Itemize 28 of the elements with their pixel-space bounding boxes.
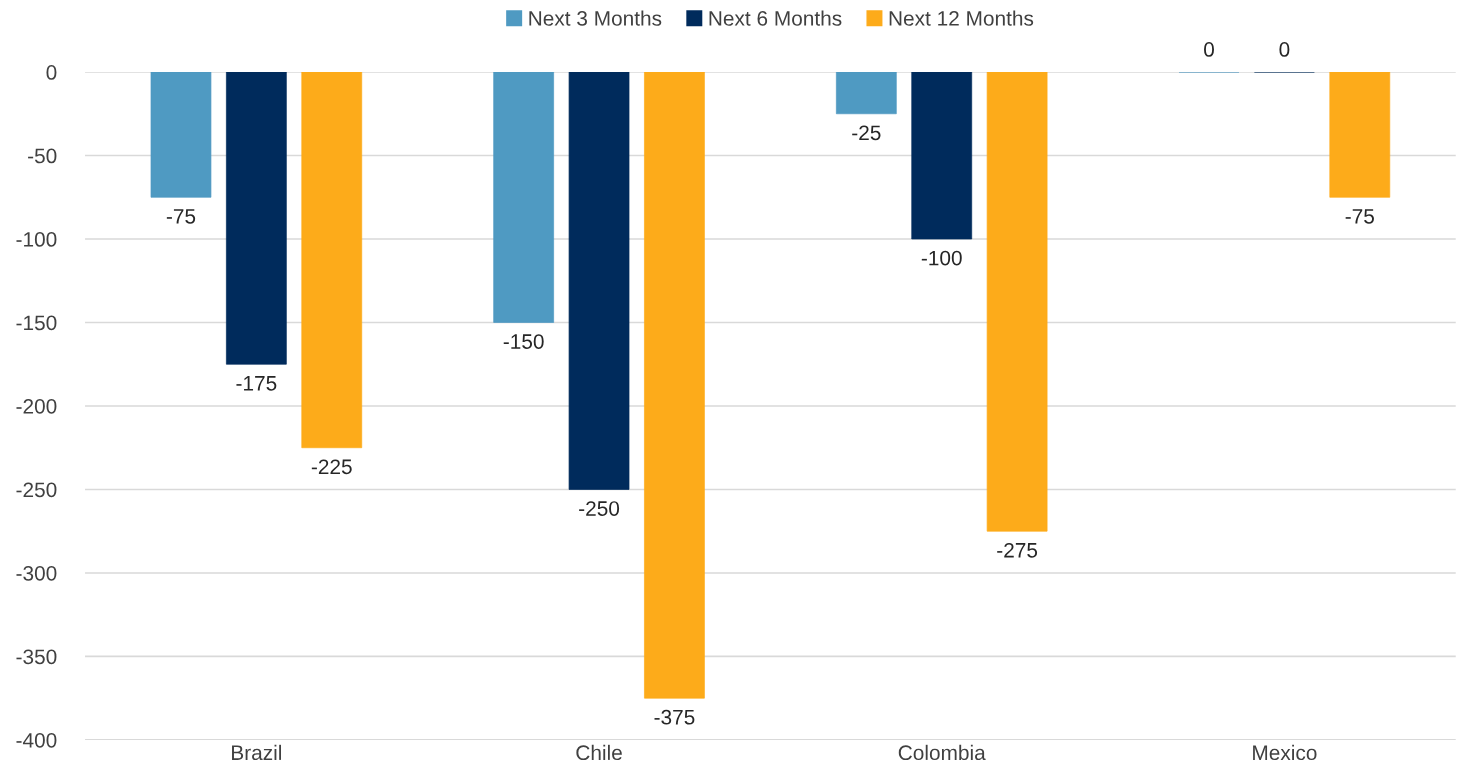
x-tick-label: Chile xyxy=(576,744,622,761)
y-tick-label: -200 xyxy=(16,398,57,414)
legend-label: Next 3 Months xyxy=(529,10,662,26)
data-label: -100 xyxy=(921,250,962,266)
legend-label: Next 12 Months xyxy=(889,10,1034,26)
data-label: -75 xyxy=(166,209,196,224)
data-label: -25 xyxy=(852,125,881,141)
y-tick-label: -350 xyxy=(16,649,57,665)
data-label: 0 xyxy=(1279,42,1290,57)
y-tick-label: -400 xyxy=(16,732,57,748)
x-tick-label: Brazil xyxy=(232,744,282,761)
x-tick-label: Colombia xyxy=(898,744,986,761)
data-label: -175 xyxy=(236,376,277,391)
data-label: -275 xyxy=(997,542,1038,558)
data-label: 0 xyxy=(1204,42,1214,57)
data-label: -150 xyxy=(503,334,544,349)
data-label: -225 xyxy=(311,459,352,475)
data-label: -75 xyxy=(1345,209,1374,224)
y-tick-label: -250 xyxy=(16,482,57,498)
data-label: -375 xyxy=(654,709,695,725)
y-tick-label: -150 xyxy=(16,315,57,331)
y-tick-label: -300 xyxy=(16,565,57,581)
data-label: -250 xyxy=(579,501,620,516)
x-tick-label: Mexico xyxy=(1253,744,1317,761)
y-tick-label: 0 xyxy=(46,65,57,80)
legend-label: Next 6 Months xyxy=(709,10,842,26)
y-tick-label: -100 xyxy=(16,232,57,247)
y-tick-label: -50 xyxy=(28,148,57,164)
